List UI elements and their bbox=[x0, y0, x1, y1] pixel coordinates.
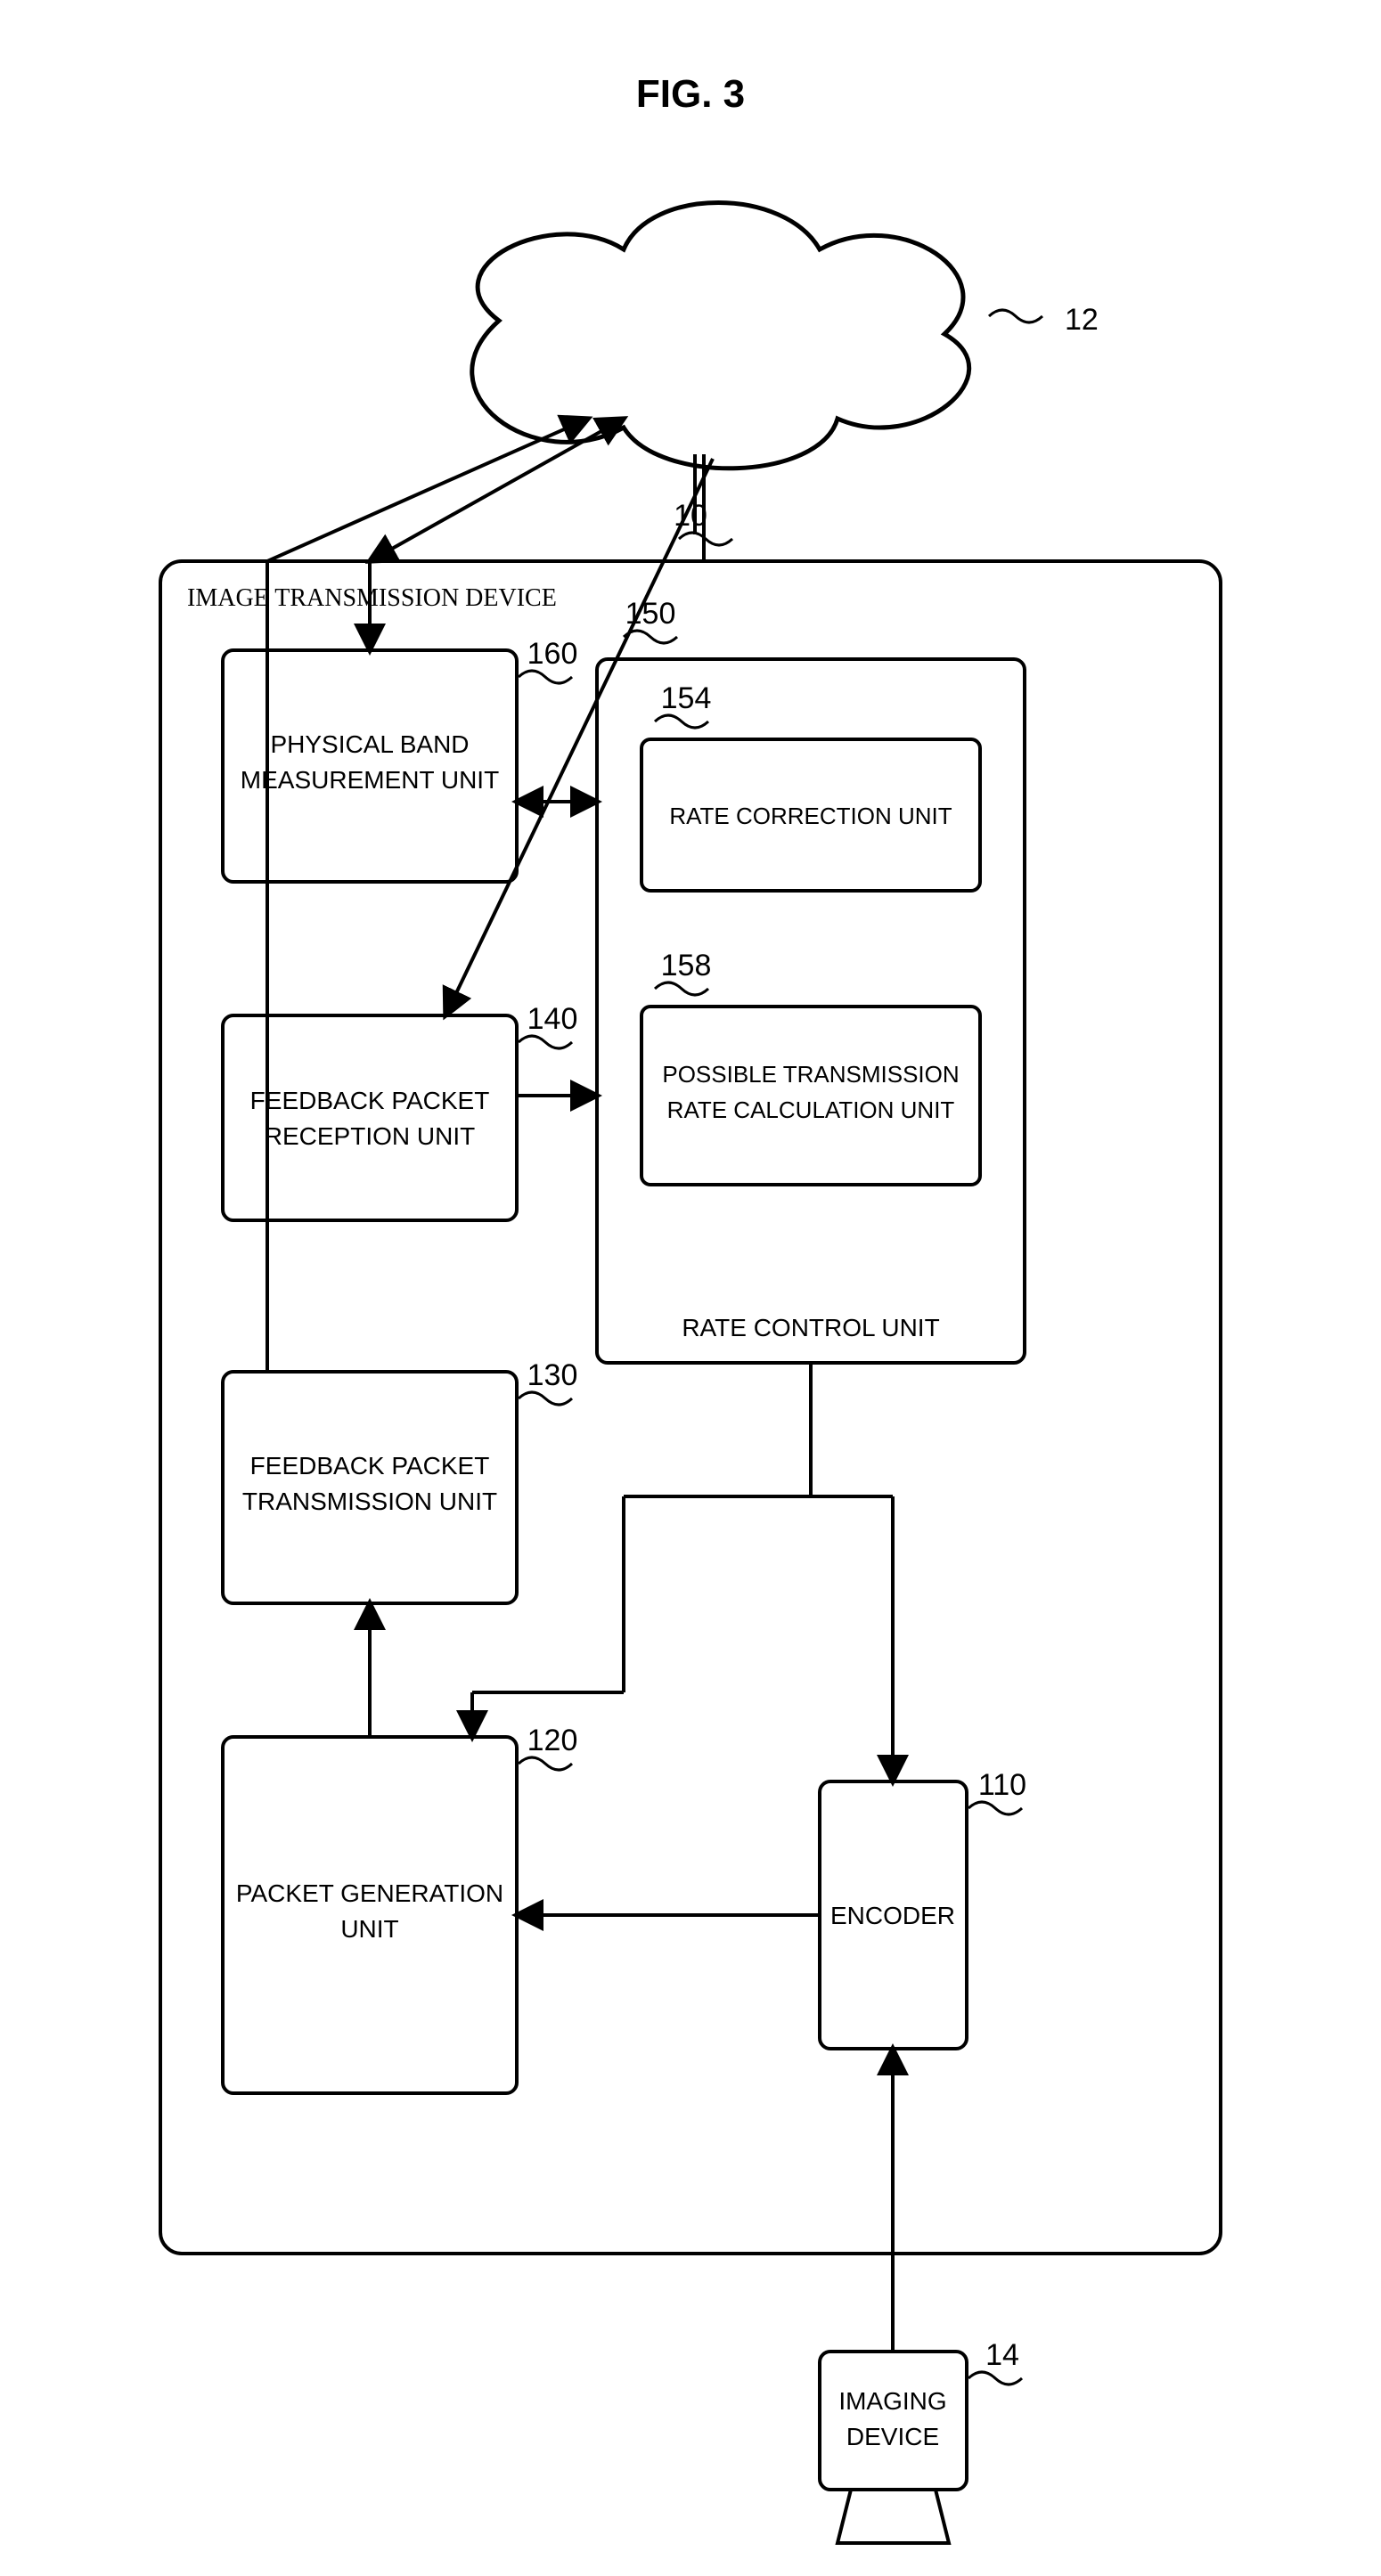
encoder-unit: ENCODER bbox=[820, 1781, 967, 2049]
encoder-label: ENCODER bbox=[830, 1902, 955, 1929]
phys-band-line2: MEASUREMENT UNIT bbox=[241, 766, 499, 794]
cloud-shape bbox=[472, 203, 969, 469]
fb-rx-ref-tilde bbox=[519, 1036, 572, 1048]
arrow-cloud-to-fbrx-v bbox=[445, 459, 713, 1015]
fb-tx-ref-tilde bbox=[519, 1392, 572, 1405]
feedback-tx-unit: FEEDBACK PACKET TRANSMISSION UNIT bbox=[223, 1372, 517, 1603]
imaging-ref-tilde bbox=[968, 2372, 1022, 2384]
rate-corr-label: RATE CORRECTION UNIT bbox=[669, 803, 952, 829]
fb-tx-line2: TRANSMISSION UNIT bbox=[242, 1488, 497, 1515]
cloud-ref-tilde bbox=[989, 310, 1042, 322]
rate-corr-ref-tilde bbox=[655, 715, 708, 728]
device-title: IMAGE TRANSMISSION DEVICE bbox=[187, 584, 557, 612]
fb-tx-line1: FEEDBACK PACKET bbox=[250, 1452, 490, 1480]
packet-gen-ref-tilde bbox=[519, 1757, 572, 1770]
rate-control-unit: RATE CONTROL UNIT bbox=[597, 659, 1025, 1363]
cloud-ref-label: 12 bbox=[1065, 303, 1099, 337]
imaging-line2: DEVICE bbox=[846, 2423, 939, 2450]
fb-rx-line1: FEEDBACK PACKET bbox=[250, 1087, 490, 1114]
packet-gen-line2: UNIT bbox=[340, 1915, 398, 1943]
imaging-device: IMAGING DEVICE bbox=[820, 2352, 967, 2543]
imaging-line1: IMAGING bbox=[838, 2387, 946, 2415]
rate-ctrl-label: RATE CONTROL UNIT bbox=[682, 1314, 939, 1341]
rate-ctrl-ref-tilde bbox=[624, 631, 677, 643]
possible-tx-unit: POSSIBLE TRANSMISSION RATE CALCULATION U… bbox=[641, 1007, 980, 1185]
arrow-physband-cloud bbox=[370, 419, 624, 561]
poss-tx-line1: POSSIBLE TRANSMISSION bbox=[662, 1061, 959, 1088]
poss-tx-line2: RATE CALCULATION UNIT bbox=[667, 1096, 955, 1123]
fb-rx-ref-label: 140 bbox=[527, 1002, 578, 1036]
packet-gen-line1: PACKET GENERATION bbox=[236, 1879, 503, 1907]
imaging-ref-label: 14 bbox=[985, 2338, 1019, 2372]
encoder-ref-label: 110 bbox=[978, 1768, 1026, 1802]
packet-gen-unit: PACKET GENERATION UNIT bbox=[223, 1737, 517, 2093]
figure-title: FIG. 3 bbox=[636, 72, 745, 116]
packet-gen-ref-label: 120 bbox=[527, 1724, 578, 1757]
encoder-ref-tilde bbox=[968, 1802, 1022, 1814]
phys-band-line1: PHYSICAL BAND bbox=[270, 730, 469, 758]
diagram-canvas: FIG. 3 12 IMAGE TRANSMISSION DEVICE 10 P… bbox=[0, 0, 1381, 2576]
rate-correction-unit: RATE CORRECTION UNIT bbox=[641, 739, 980, 891]
poss-tx-ref-tilde bbox=[655, 982, 708, 995]
fb-rx-line2: RECEPTION UNIT bbox=[265, 1122, 475, 1150]
phys-band-ref-label: 160 bbox=[527, 637, 578, 671]
fb-tx-ref-label: 130 bbox=[527, 1358, 578, 1392]
rate-corr-ref-label: 154 bbox=[661, 681, 712, 715]
phys-band-ref-tilde bbox=[519, 671, 572, 683]
poss-tx-ref-label: 158 bbox=[661, 949, 712, 982]
